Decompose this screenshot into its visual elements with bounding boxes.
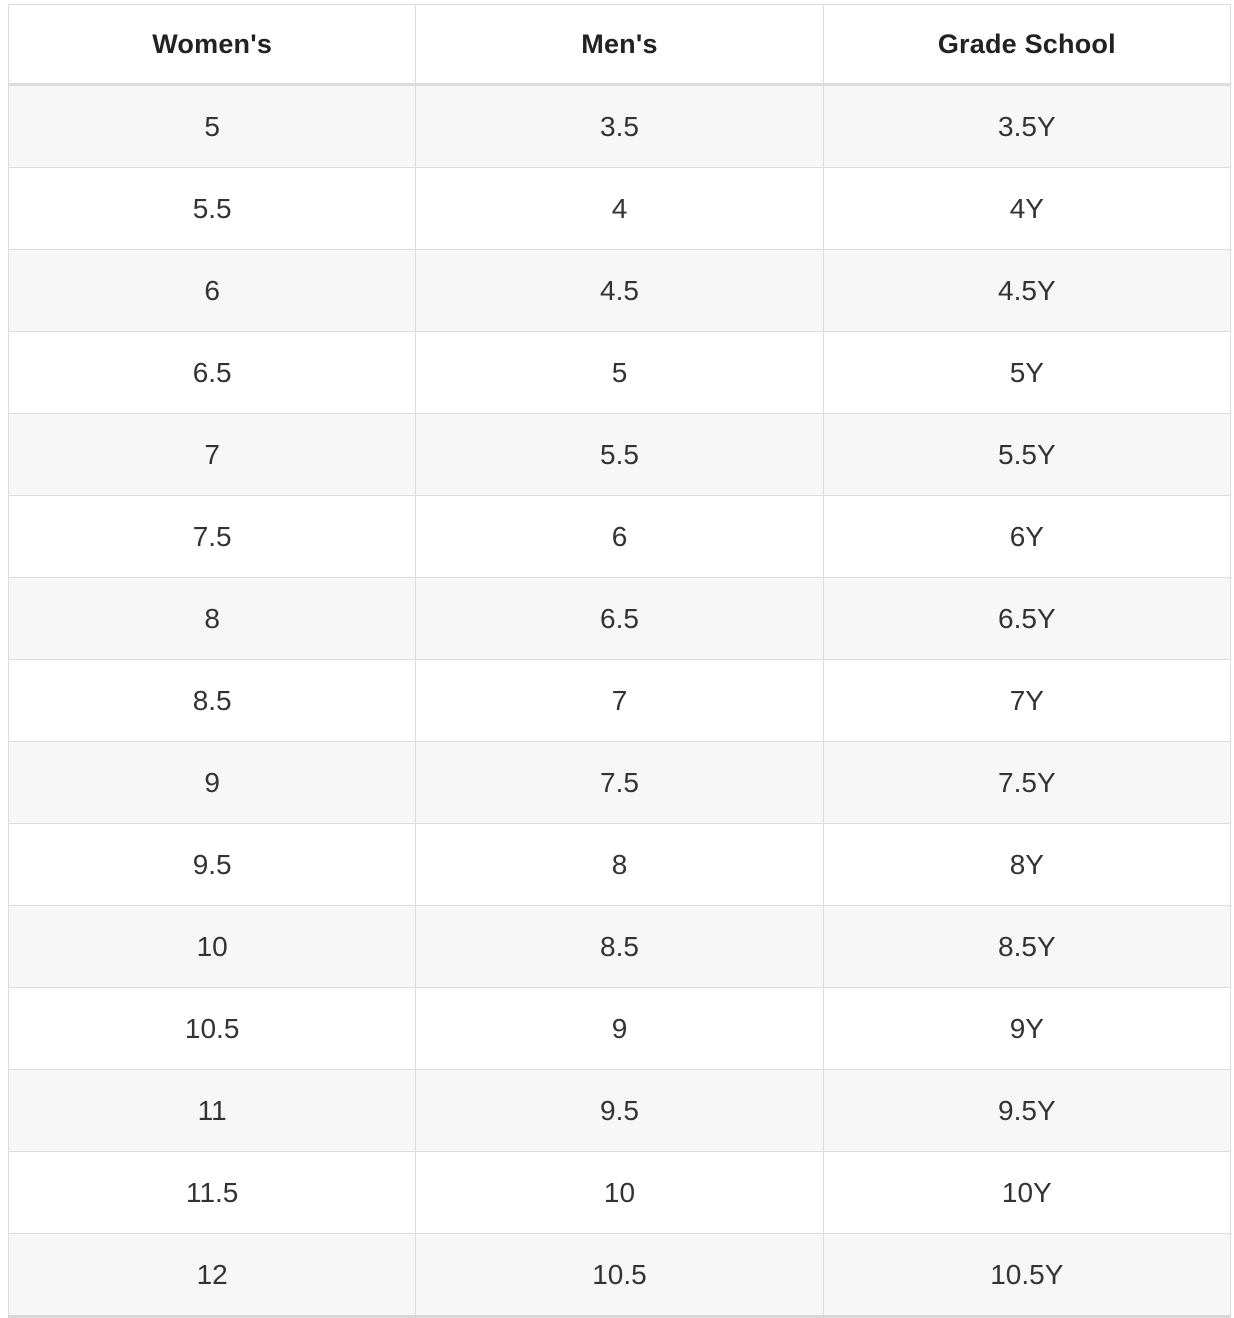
table-cell: 9.5	[415, 1069, 824, 1152]
page: Women's Men's Grade School 5 3.5 3.5Y 5.5 4 4…	[7, 4, 1232, 1318]
table-row: 5 3.5 3.5Y	[7, 84, 1232, 168]
table-cell: 8.5	[7, 659, 417, 742]
table-row: 11.5 10 10Y	[7, 1151, 1232, 1234]
table-cell: 7	[415, 659, 824, 742]
table-cell: 8.5Y	[822, 905, 1232, 988]
table-cell: 6	[415, 495, 824, 578]
table-cell: 9Y	[822, 987, 1232, 1070]
table-row: 7 5.5 5.5Y	[7, 413, 1232, 496]
table-row: 10 8.5 8.5Y	[7, 905, 1232, 988]
table-row: 9.5 8 8Y	[7, 823, 1232, 906]
table-cell: 9.5Y	[822, 1069, 1232, 1152]
table-body: 5 3.5 3.5Y 5.5 4 4Y 6 4.5 4.5Y 6.5 5 5Y 7 5.5 5.5Y 7.5 6…	[7, 84, 1232, 1317]
table-row: 11 9.5 9.5Y	[7, 1069, 1232, 1152]
column-header-grade-school: Grade School	[822, 4, 1232, 86]
table-cell: 10Y	[822, 1151, 1232, 1234]
table-cell: 6.5	[7, 331, 417, 414]
column-header-mens: Men's	[415, 4, 824, 86]
table-row: 6 4.5 4.5Y	[7, 249, 1232, 332]
table-cell: 4Y	[822, 167, 1232, 250]
table-cell: 9	[7, 741, 417, 824]
table-row: 10.5 9 9Y	[7, 987, 1232, 1070]
table-row: 6.5 5 5Y	[7, 331, 1232, 414]
table-cell: 8Y	[822, 823, 1232, 906]
table-row: 7.5 6 6Y	[7, 495, 1232, 578]
table-cell: 9	[415, 987, 824, 1070]
table-cell: 7Y	[822, 659, 1232, 742]
table-cell: 5	[7, 84, 417, 168]
table-row: 9 7.5 7.5Y	[7, 741, 1232, 824]
table-header: Women's Men's Grade School	[7, 4, 1232, 86]
table-cell: 4.5Y	[822, 249, 1232, 332]
table-cell: 8	[7, 577, 417, 660]
table-cell: 6	[7, 249, 417, 332]
table-cell: 9.5	[7, 823, 417, 906]
table-cell: 7.5Y	[822, 741, 1232, 824]
table-cell: 8.5	[415, 905, 824, 988]
table-cell: 11	[7, 1069, 417, 1152]
table-row: 8 6.5 6.5Y	[7, 577, 1232, 660]
header-row: Women's Men's Grade School	[7, 4, 1232, 86]
table-cell: 3.5Y	[822, 84, 1232, 168]
table-row: 12 10.5 10.5Y	[7, 1233, 1232, 1317]
table-cell: 5.5Y	[822, 413, 1232, 496]
column-header-womens: Women's	[7, 4, 417, 86]
table-cell: 7.5	[415, 741, 824, 824]
table-cell: 10.5	[415, 1233, 824, 1317]
table-cell: 10.5	[7, 987, 417, 1070]
table-cell: 7	[7, 413, 417, 496]
table-cell: 5	[415, 331, 824, 414]
table-cell: 6.5	[415, 577, 824, 660]
table-cell: 11.5	[7, 1151, 417, 1234]
table-cell: 4	[415, 167, 824, 250]
table-cell: 5Y	[822, 331, 1232, 414]
table-cell: 8	[415, 823, 824, 906]
table-cell: 6Y	[822, 495, 1232, 578]
table-row: 5.5 4 4Y	[7, 167, 1232, 250]
table-cell: 3.5	[415, 84, 824, 168]
table-cell: 7.5	[7, 495, 417, 578]
table-cell: 5.5	[7, 167, 417, 250]
table-cell: 12	[7, 1233, 417, 1317]
table-cell: 5.5	[415, 413, 824, 496]
table-cell: 10	[7, 905, 417, 988]
table-cell: 6.5Y	[822, 577, 1232, 660]
size-conversion-table: Women's Men's Grade School 5 3.5 3.5Y 5.5 4 4…	[7, 4, 1232, 1318]
table-cell: 10.5Y	[822, 1233, 1232, 1317]
table-cell: 4.5	[415, 249, 824, 332]
table-row: 8.5 7 7Y	[7, 659, 1232, 742]
table-cell: 10	[415, 1151, 824, 1234]
